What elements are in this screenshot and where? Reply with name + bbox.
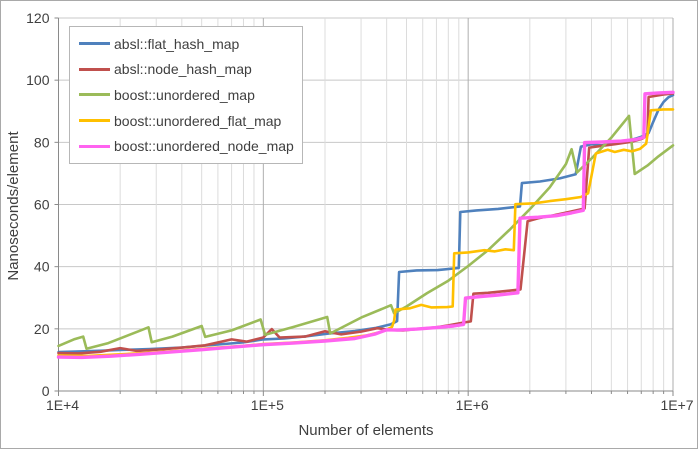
y-tick-labels: 0 20 40 60 80 100 120 <box>26 10 50 399</box>
x-axis-title: Number of elements <box>298 422 434 439</box>
legend-label: boost::unordered_map <box>114 86 255 103</box>
x-tick-labels: 1E+4 1E+5 1E+6 1E+7 <box>46 397 694 413</box>
y-tick-label: 80 <box>34 134 50 150</box>
legend-item: absl::node_hash_map <box>79 61 302 77</box>
y-tick-label: 40 <box>34 259 50 275</box>
y-tick-label: 0 <box>42 383 50 399</box>
legend-item: boost::unordered_map <box>79 87 302 103</box>
legend-swatch <box>79 144 110 148</box>
legend-label: absl::node_hash_map <box>114 61 252 78</box>
y-axis-title: Nanoseconds/element <box>5 131 22 281</box>
legend-item: boost::unordered_node_map <box>79 138 302 154</box>
legend-label: boost::unordered_node_map <box>114 138 294 155</box>
legend-swatch <box>79 67 110 71</box>
legend-label: absl::flat_hash_map <box>114 35 240 52</box>
x-tick-label: 1E+6 <box>456 397 489 413</box>
series-boost-unordered-node-map <box>56 90 675 360</box>
series-boost-unordered-map <box>57 114 675 351</box>
legend-swatch <box>79 42 110 46</box>
legend-item: boost::unordered_flat_map <box>79 113 302 129</box>
axes <box>54 17 673 392</box>
y-tick-label: 120 <box>26 10 50 26</box>
x-tick-label: 1E+5 <box>251 397 284 413</box>
y-tick-label: 20 <box>34 321 50 337</box>
x-tick-label: 1E+4 <box>46 397 79 413</box>
y-tick-label: 100 <box>26 72 50 88</box>
legend-item: absl::flat_hash_map <box>79 36 302 52</box>
x-tick-label: 1E+7 <box>660 397 693 413</box>
legend-label: boost::unordered_flat_map <box>114 112 282 129</box>
y-tick-label: 60 <box>34 197 50 213</box>
legend-swatch <box>79 119 110 123</box>
legend-swatch <box>79 93 110 97</box>
